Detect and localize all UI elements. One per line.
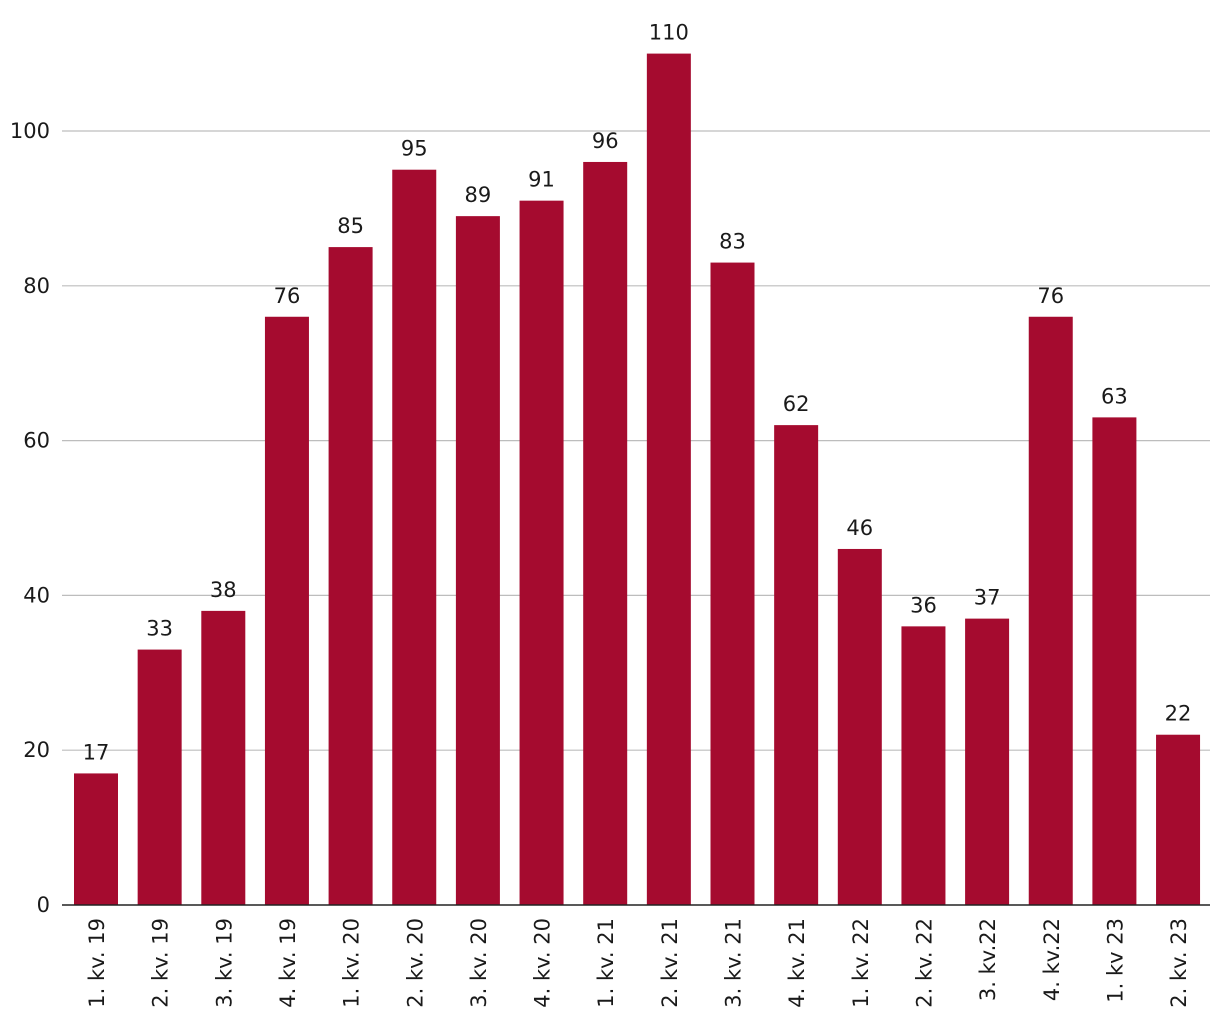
gridlines bbox=[62, 130, 1210, 751]
bar bbox=[1092, 417, 1137, 905]
bar bbox=[455, 216, 500, 905]
bar bbox=[392, 169, 437, 905]
y-tick-label: 80 bbox=[23, 274, 50, 298]
x-category-label: 3. kv. 19 bbox=[212, 918, 236, 1008]
bars bbox=[74, 53, 1201, 906]
data-label: 62 bbox=[783, 392, 810, 416]
bar bbox=[201, 610, 246, 905]
x-category-label: 4. kv. 19 bbox=[276, 918, 300, 1008]
bar bbox=[774, 425, 819, 905]
data-labels: 17 33 38 76 85 95 89 91 96 110 83 62 46 36 37 76 63 22 bbox=[83, 21, 1192, 765]
y-tick-label: 20 bbox=[23, 738, 50, 762]
x-category-label: 3. kv.22 bbox=[976, 918, 1000, 1001]
x-category-label: 2. kv. 20 bbox=[403, 918, 427, 1008]
data-label: 96 bbox=[592, 129, 619, 153]
bar bbox=[264, 316, 309, 905]
data-label: 89 bbox=[465, 183, 492, 207]
y-tick-label: 0 bbox=[37, 893, 50, 917]
x-category-label: 1. kv. 22 bbox=[849, 918, 873, 1008]
data-label: 22 bbox=[1165, 702, 1192, 726]
data-label: 76 bbox=[1037, 284, 1064, 308]
data-label: 76 bbox=[274, 284, 301, 308]
data-label: 83 bbox=[719, 230, 746, 254]
y-tick-label: 60 bbox=[23, 429, 50, 453]
data-label: 85 bbox=[337, 214, 364, 238]
x-category-label: 2. kv. 19 bbox=[149, 918, 173, 1008]
x-category-label: 2. kv. 23 bbox=[1167, 918, 1191, 1008]
bar bbox=[710, 262, 755, 906]
data-label: 37 bbox=[974, 586, 1001, 610]
data-label: 17 bbox=[83, 740, 110, 764]
y-tick-label: 40 bbox=[23, 583, 50, 607]
bar bbox=[1156, 734, 1201, 905]
bar bbox=[901, 626, 946, 905]
data-label: 36 bbox=[910, 593, 937, 617]
data-label: 91 bbox=[528, 168, 555, 192]
data-label: 38 bbox=[210, 578, 237, 602]
x-category-label: 2. kv. 22 bbox=[912, 918, 936, 1008]
bar bbox=[1028, 316, 1073, 905]
bar bbox=[328, 247, 373, 906]
bar bbox=[837, 548, 882, 905]
bar bbox=[137, 649, 182, 905]
y-tick-label: 100 bbox=[10, 119, 50, 143]
x-category-label: 4. kv. 20 bbox=[531, 918, 555, 1008]
bar bbox=[583, 161, 628, 905]
x-category-label: 4. kv. 21 bbox=[785, 918, 809, 1008]
x-category-label: 4. kv.22 bbox=[1040, 918, 1064, 1001]
data-label: 110 bbox=[649, 21, 689, 45]
x-category-label: 1. kv. 19 bbox=[85, 918, 109, 1008]
y-axis-tick-labels: 0 20 40 60 80 100 bbox=[10, 119, 50, 917]
x-axis-category-labels: 1. kv. 19 2. kv. 19 3. kv. 19 4. kv. 19 1. k… bbox=[85, 918, 1191, 1008]
data-label: 33 bbox=[146, 617, 173, 641]
x-category-label: 1. kv. 20 bbox=[340, 918, 364, 1008]
x-category-label: 2. kv. 21 bbox=[658, 918, 682, 1008]
x-category-label: 1. kv. 21 bbox=[594, 918, 618, 1008]
bar bbox=[74, 773, 118, 905]
x-category-label: 3. kv. 20 bbox=[467, 918, 491, 1008]
data-label: 95 bbox=[401, 137, 428, 161]
data-label: 46 bbox=[846, 516, 873, 540]
x-category-label: 1. kv 23 bbox=[1103, 918, 1127, 1003]
bar bbox=[646, 53, 691, 906]
x-category-label: 3. kv. 21 bbox=[722, 918, 746, 1008]
bar bbox=[519, 200, 564, 905]
data-label: 63 bbox=[1101, 384, 1128, 408]
bar bbox=[965, 618, 1010, 905]
